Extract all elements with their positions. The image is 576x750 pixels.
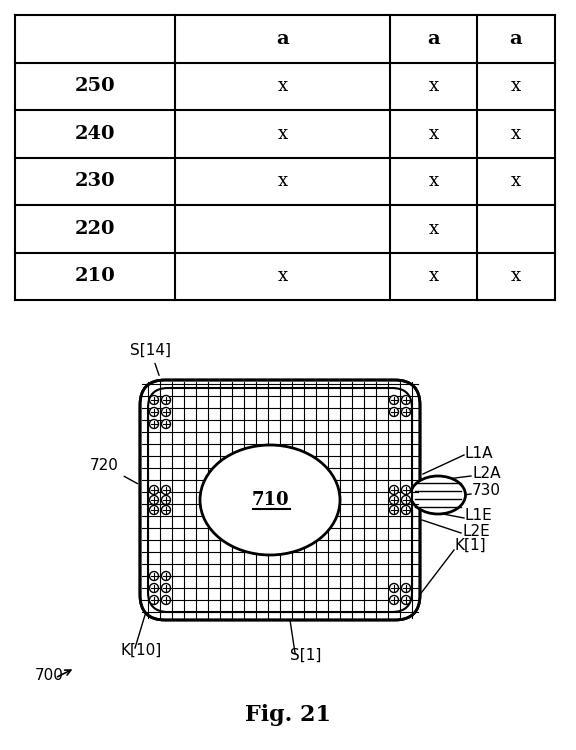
Text: x: x [429, 220, 438, 238]
Circle shape [389, 496, 399, 505]
Circle shape [161, 395, 170, 404]
Text: 210: 210 [75, 267, 115, 285]
Text: x: x [429, 172, 438, 190]
Text: x: x [429, 124, 438, 142]
Text: L2E: L2E [462, 524, 490, 539]
Text: 720: 720 [90, 458, 138, 484]
FancyBboxPatch shape [140, 380, 420, 620]
Circle shape [150, 485, 158, 494]
Circle shape [389, 485, 399, 494]
Text: L2A: L2A [472, 466, 501, 481]
Text: 250: 250 [75, 77, 115, 95]
Text: 710: 710 [251, 491, 289, 509]
Text: x: x [429, 267, 438, 285]
Text: x: x [511, 172, 521, 190]
Text: L1E: L1E [465, 508, 492, 523]
Text: a: a [427, 30, 440, 48]
Circle shape [161, 419, 170, 428]
Circle shape [150, 496, 158, 505]
Circle shape [150, 572, 158, 580]
Text: Fig. 21: Fig. 21 [245, 704, 331, 726]
Text: 700: 700 [35, 668, 64, 683]
Circle shape [161, 572, 170, 580]
Circle shape [150, 506, 158, 515]
Circle shape [389, 584, 399, 592]
Text: S[14]: S[14] [130, 343, 171, 375]
Circle shape [150, 407, 158, 416]
Circle shape [401, 395, 411, 404]
Circle shape [401, 496, 411, 505]
Text: 220: 220 [75, 220, 115, 238]
Circle shape [161, 506, 170, 515]
Circle shape [150, 395, 158, 404]
Text: x: x [278, 77, 287, 95]
Text: K[10]: K[10] [120, 643, 161, 658]
Circle shape [150, 419, 158, 428]
Text: 230: 230 [75, 172, 115, 190]
Circle shape [161, 485, 170, 494]
Circle shape [150, 596, 158, 604]
Text: x: x [429, 77, 438, 95]
Text: K[1]: K[1] [455, 538, 487, 553]
Text: a: a [276, 30, 289, 48]
FancyBboxPatch shape [148, 388, 412, 612]
Circle shape [389, 395, 399, 404]
Circle shape [389, 506, 399, 515]
Text: x: x [511, 77, 521, 95]
Text: a: a [510, 30, 522, 48]
Circle shape [150, 584, 158, 592]
Text: x: x [278, 172, 287, 190]
Text: L1A: L1A [465, 446, 494, 461]
Circle shape [161, 596, 170, 604]
Circle shape [401, 584, 411, 592]
Circle shape [389, 596, 399, 604]
Circle shape [401, 485, 411, 494]
Circle shape [161, 584, 170, 592]
Text: S[1]: S[1] [290, 648, 321, 663]
Circle shape [401, 407, 411, 416]
Circle shape [161, 496, 170, 505]
Text: x: x [511, 267, 521, 285]
Ellipse shape [200, 445, 340, 555]
Text: x: x [278, 124, 287, 142]
Circle shape [389, 407, 399, 416]
Circle shape [401, 596, 411, 604]
Circle shape [401, 506, 411, 515]
Text: 240: 240 [75, 124, 115, 142]
Circle shape [161, 407, 170, 416]
Text: x: x [511, 124, 521, 142]
Ellipse shape [411, 476, 465, 514]
Text: x: x [278, 267, 287, 285]
Text: 730: 730 [472, 483, 501, 498]
